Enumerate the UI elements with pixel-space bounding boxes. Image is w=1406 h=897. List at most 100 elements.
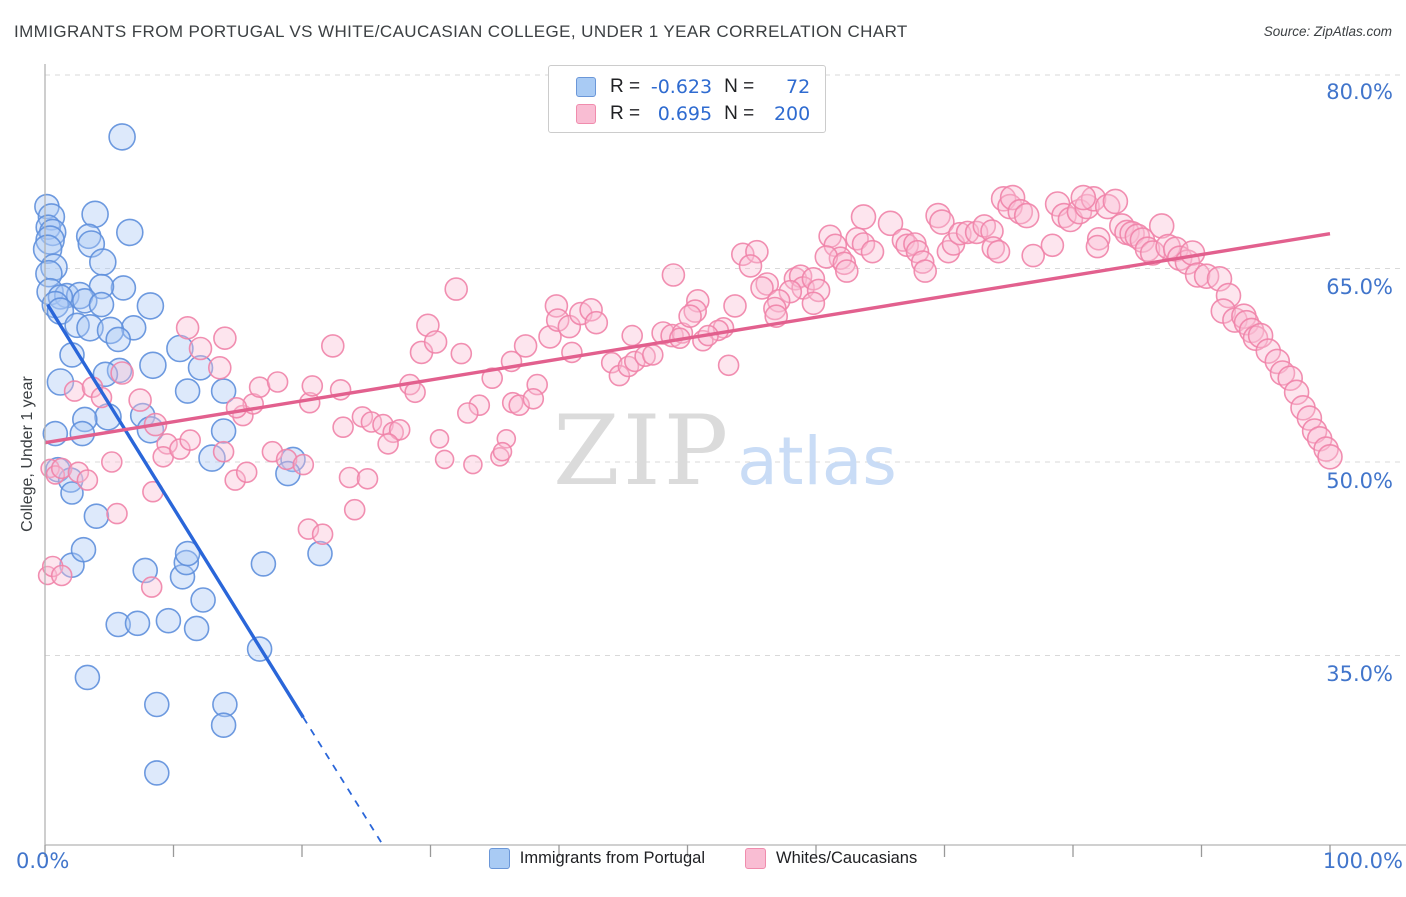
data-point-pink	[1021, 243, 1045, 268]
data-point-pink	[356, 467, 379, 490]
data-point-pink	[468, 394, 491, 417]
data-point-pink	[1070, 184, 1097, 211]
n-value-portugal: 72	[786, 75, 811, 98]
data-point-blue	[70, 536, 97, 563]
data-point-pink	[332, 416, 354, 439]
y-tick-label-35: 35.0%	[1326, 662, 1393, 686]
data-point-blue	[72, 287, 98, 314]
legend-item-portugal[interactable]: Immigrants from Portugal	[488, 848, 705, 869]
data-point-blue	[110, 275, 137, 301]
data-point-blue	[198, 444, 226, 472]
data-point-pink	[763, 296, 787, 321]
data-point-pink	[986, 239, 1011, 264]
data-point-pink	[717, 354, 740, 377]
data-point-pink	[948, 221, 972, 246]
data-point-pink	[1080, 186, 1107, 212]
data-point-blue	[105, 326, 131, 353]
r-label: R =	[610, 102, 641, 124]
data-point-pink	[1013, 202, 1040, 229]
data-point-pink	[1283, 379, 1310, 406]
data-point-pink	[1102, 188, 1129, 215]
data-point-pink	[1277, 365, 1303, 392]
data-point-pink	[110, 361, 134, 385]
data-point-pink	[338, 466, 361, 489]
data-point-blue	[250, 551, 277, 577]
data-point-pink	[1247, 322, 1274, 349]
y-tick-label-65: 65.0%	[1326, 275, 1393, 299]
data-point-pink	[579, 297, 603, 322]
data-point-pink	[522, 387, 545, 410]
r-value-portugal: -0.623	[650, 75, 713, 98]
data-point-pink	[224, 469, 246, 491]
data-point-blue	[105, 611, 131, 638]
data-point-pink	[492, 441, 513, 462]
y-tick-label-80: 80.0%	[1326, 80, 1393, 104]
data-point-pink	[343, 498, 366, 521]
legend-item-whites[interactable]: Whites/Caucasians	[745, 848, 917, 869]
legend-row-whites: R = 0.695 N = 200	[576, 100, 825, 127]
data-point-blue	[174, 378, 201, 404]
data-point-pink	[156, 433, 178, 455]
data-point-pink	[175, 315, 200, 340]
data-point-blue	[144, 691, 170, 718]
data-point-pink	[661, 263, 686, 287]
data-point-pink	[444, 277, 469, 301]
data-point-blue	[212, 691, 238, 718]
data-point-pink	[423, 330, 448, 354]
data-point-pink	[641, 344, 664, 366]
legend-row-portugal: R = -0.623 N = 72	[576, 73, 825, 100]
data-point-pink	[651, 321, 675, 345]
data-point-pink	[1317, 443, 1343, 470]
pink-series-swatch	[745, 848, 766, 869]
data-point-pink	[50, 564, 73, 587]
pink-trendline-solid	[44, 231, 1331, 445]
data-point-blue	[35, 214, 62, 240]
data-point-pink	[850, 204, 877, 230]
data-point-blue	[74, 664, 101, 691]
data-point-pink	[929, 209, 955, 235]
data-point-blue	[174, 540, 201, 567]
data-point-pink	[1184, 262, 1211, 288]
data-point-pink	[179, 429, 201, 451]
data-point-pink	[248, 376, 271, 399]
data-point-pink	[806, 278, 831, 303]
data-point-pink	[584, 310, 609, 335]
data-point-pink	[877, 210, 904, 237]
y-axis-title: College, Under 1 year	[19, 376, 36, 532]
data-point-blue	[81, 200, 109, 229]
data-point-pink	[738, 254, 763, 278]
data-point-blue	[139, 351, 167, 380]
data-point-pink	[235, 461, 258, 484]
data-point-pink	[128, 388, 152, 412]
data-point-blue	[75, 223, 102, 250]
data-point-pink	[600, 351, 623, 374]
legend-item-label: Immigrants from Portugal	[519, 849, 705, 867]
data-point-blue	[46, 368, 75, 396]
pink-series-swatch	[576, 103, 596, 124]
data-point-pink	[999, 184, 1026, 211]
data-point-pink	[50, 457, 73, 480]
data-point-pink	[678, 304, 702, 329]
data-point-pink	[1206, 265, 1233, 292]
data-point-pink	[1040, 233, 1065, 258]
data-point-pink	[275, 448, 298, 471]
data-point-blue	[89, 248, 117, 276]
data-point-pink	[508, 394, 531, 417]
data-point-pink	[45, 465, 66, 485]
data-point-blue	[210, 378, 237, 404]
data-point-pink	[750, 276, 774, 300]
data-point-pink	[723, 294, 747, 318]
source-attribution[interactable]: Source: ZipAtlas.com	[1263, 24, 1392, 39]
data-point-blue	[108, 123, 136, 151]
data-point-pink	[608, 364, 631, 387]
data-point-blue	[210, 418, 237, 444]
data-point-pink	[212, 440, 235, 463]
data-point-pink	[450, 342, 473, 365]
data-point-pink	[621, 324, 644, 347]
data-point-pink	[1086, 227, 1111, 251]
data-point-pink	[910, 250, 935, 274]
data-point-pink	[801, 291, 826, 316]
data-point-pink	[730, 242, 755, 267]
data-point-blue	[144, 760, 170, 786]
